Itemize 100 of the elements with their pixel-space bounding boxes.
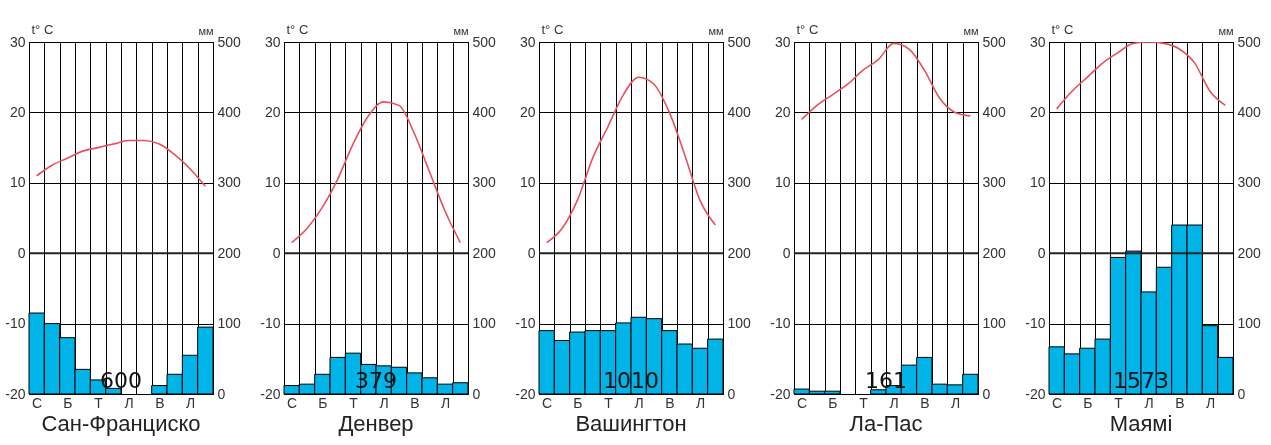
y2-tick-label: 200 [727,244,752,261]
y2-axis-title: мм [963,24,979,37]
x-tick-label: С [1052,394,1063,411]
y-tick-label: 20 [9,103,26,120]
y-tick-label: 30 [774,33,791,50]
y2-tick-label: 200 [472,244,497,261]
y2-tick-label: 500 [982,33,1007,50]
y2-tick-label: 300 [982,174,1007,191]
y2-tick-label: 300 [1237,174,1262,191]
y2-tick-label: 200 [982,244,1007,261]
y2-tick-label: 100 [472,315,497,332]
y2-tick-label: 400 [727,103,752,120]
y-tick-label: 20 [1029,103,1046,120]
y-tick-label: 0 [17,244,26,261]
x-tick-label: В [155,394,165,411]
x-tick-label: Л [124,394,134,411]
x-tick-label: В [665,394,675,411]
text: Вашингтон [575,411,687,436]
y-tick-label: 30 [1029,33,1046,50]
y2-tick-label: 300 [472,174,497,191]
text: Денвер [338,411,414,436]
text: Маямі [1109,411,1173,436]
x-tick-label: Б [1083,394,1093,411]
y-tick-label: 20 [264,103,281,120]
y-tick-label: 30 [9,33,26,50]
y2-tick-label: 100 [217,315,242,332]
y2-tick-label: 500 [472,33,497,50]
y2-tick-label: 0 [727,385,736,402]
line-series [35,139,207,188]
x-tick-label: Л [379,394,389,411]
line-series [290,101,462,244]
x-tick-label: Л [950,394,961,411]
y-axis-title: t° C [286,21,309,37]
x-tick-label: Б [63,394,73,411]
x-tick-label: В [1175,394,1185,411]
y-tick-label: 30 [519,33,536,50]
y-tick-label: 10 [1029,174,1046,191]
y2-axis-title: мм [198,24,214,37]
x-tick-label: Л [1205,394,1216,411]
y-tick-label: -20 [260,385,281,402]
x-tick-label: Б [318,394,328,411]
x-tick-label: Б [828,394,838,411]
x-tick-label: Т [349,394,359,411]
y-tick-label: -10 [770,315,791,332]
y-tick-label: -20 [1025,385,1046,402]
y2-tick-label: 200 [1237,244,1262,261]
x-tick-label: Б [573,394,583,411]
y2-tick-label: 0 [1237,385,1246,402]
x-tick-label: Л [889,394,899,411]
x-tick-label: В [410,394,420,411]
y2-tick-label: 0 [982,385,991,402]
y-tick-label: -10 [515,315,536,332]
x-tick-label: Л [634,394,644,411]
y-tick-label: -20 [5,385,26,402]
line-series [800,42,972,121]
y-tick-label: 0 [1037,244,1046,261]
y-tick-label: 10 [774,174,791,191]
y2-tick-label: 300 [727,174,752,191]
x-tick-label: Т [94,394,104,411]
y-axis-title: t° C [1051,21,1074,37]
y2-tick-label: 400 [472,103,497,120]
y2-axis-title: мм [708,24,724,37]
y2-tick-label: 300 [217,174,242,191]
y2-tick-label: 0 [217,385,226,402]
y2-tick-label: 100 [982,315,1007,332]
y-tick-label: 10 [519,174,536,191]
y2-tick-label: 500 [217,33,242,50]
text: Сан-Франциско [41,411,201,436]
x-tick-label: С [542,394,553,411]
y2-axis-title: мм [453,24,469,37]
x-tick-label: Л [185,394,196,411]
y-tick-label: 0 [782,244,791,261]
x-tick-label: Л [695,394,706,411]
y2-axis-title: мм [1218,24,1234,37]
x-tick-label: Л [440,394,451,411]
y2-tick-label: 400 [982,103,1007,120]
y-axis-title: t° C [796,21,819,37]
y-tick-label: -10 [5,315,26,332]
text: Ла-Пас [849,411,923,436]
y2-tick-label: 100 [1237,315,1262,332]
y-tick-label: -10 [1025,315,1046,332]
y2-tick-label: 500 [1237,33,1262,50]
x-tick-label: С [32,394,43,411]
y-axis-title: t° C [541,21,564,37]
x-tick-label: Л [1144,394,1154,411]
y2-tick-label: 400 [1237,103,1262,120]
y-tick-label: 20 [774,103,791,120]
x-tick-label: Т [604,394,614,411]
y-tick-label: -20 [515,385,536,402]
y2-tick-label: 400 [217,103,242,120]
y-tick-label: 30 [264,33,281,50]
x-tick-label: С [287,394,298,411]
y-tick-label: 0 [527,244,536,261]
y2-tick-label: 0 [472,385,481,402]
y-tick-label: 20 [519,103,536,120]
y-tick-label: -20 [770,385,791,402]
y-tick-label: 10 [9,174,26,191]
y2-tick-label: 500 [727,33,752,50]
y-axis-title: t° C [31,21,54,37]
x-tick-label: С [797,394,808,411]
